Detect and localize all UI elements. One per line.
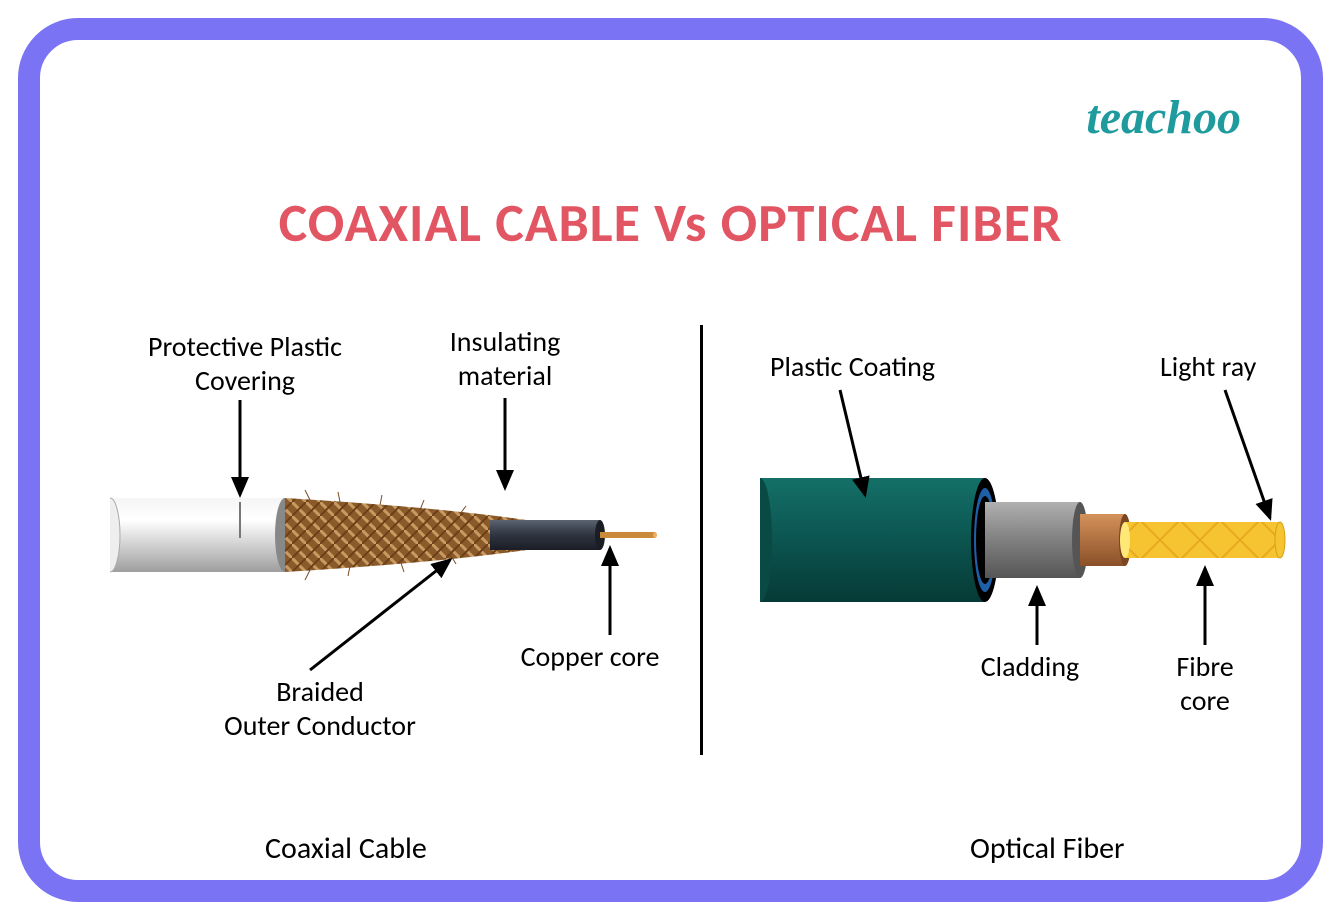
- arrow-copper: [595, 540, 635, 640]
- arrow-braided: [300, 550, 470, 680]
- arrow-insulating: [495, 398, 555, 508]
- vertical-divider: [700, 325, 703, 755]
- label-insulating-material: Insulatingmaterial: [420, 325, 590, 392]
- arrow-protective: [220, 400, 280, 510]
- label-copper-core: Copper core: [500, 640, 680, 674]
- label-plastic-coating: Plastic Coating: [770, 350, 990, 384]
- label-fibre-core: Fibrecore: [1150, 650, 1260, 717]
- brand-logo: teachoo: [1086, 90, 1241, 145]
- label-light-ray: Light ray: [1160, 350, 1300, 384]
- arrow-light-ray: [1215, 390, 1295, 530]
- caption-coaxial: Coaxial Cable: [265, 830, 427, 867]
- label-cladding: Cladding: [960, 650, 1100, 684]
- page-title: COAXIAL CABLE Vs OPTICAL FIBER: [40, 190, 1301, 256]
- arrow-plastic-coating: [810, 390, 890, 510]
- arrow-fibre-core: [1190, 560, 1230, 650]
- arrow-cladding: [1022, 580, 1062, 650]
- label-protective-covering: Protective PlasticCovering: [115, 330, 375, 397]
- label-braided-conductor: BraidedOuter Conductor: [190, 675, 450, 742]
- caption-fiber: Optical Fiber: [970, 830, 1125, 867]
- outer-frame: teachoo COAXIAL CABLE Vs OPTICAL FIBER: [18, 18, 1323, 902]
